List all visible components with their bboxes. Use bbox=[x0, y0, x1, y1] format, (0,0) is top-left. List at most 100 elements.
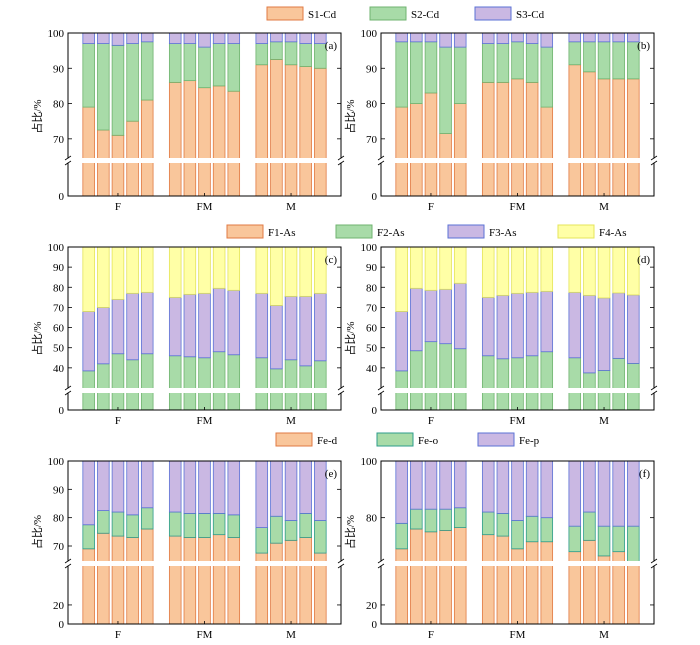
y-tick-label-0: 0 bbox=[372, 405, 378, 417]
bar-fe-o-m-1 bbox=[568, 525, 582, 553]
bar-f4-as-f-5 bbox=[453, 246, 467, 284]
bar-f3-as-m-3 bbox=[284, 295, 298, 361]
bar-s1-cd-m-4 bbox=[299, 66, 312, 197]
bar-s3-cd-f-5 bbox=[453, 32, 467, 48]
x-tick-label-f: F bbox=[428, 201, 434, 213]
bar-fe-p-m-1 bbox=[255, 460, 269, 528]
bar-fe-d-m-2 bbox=[270, 542, 283, 625]
bar-f3-as-f-1 bbox=[82, 311, 95, 372]
axis-break-mark-right bbox=[337, 385, 345, 391]
bar-s3-cd-f-4 bbox=[126, 32, 139, 44]
bar-s2-cd-fm-3 bbox=[511, 41, 524, 80]
bar-fe-d-fm-1 bbox=[481, 534, 495, 625]
y-tick-label-70: 70 bbox=[53, 302, 65, 314]
axis-break-band bbox=[379, 388, 656, 393]
bar-s2-cd-m-3 bbox=[284, 41, 298, 66]
bar-s1-cd-f-5 bbox=[453, 103, 467, 197]
y-axis-label: 占比/% bbox=[343, 99, 357, 133]
axis-break-gap-right bbox=[339, 158, 343, 163]
bar-s2-cd-fm-5 bbox=[540, 46, 554, 108]
bar-s3-cd-m-2 bbox=[270, 32, 283, 43]
panel-label: (f) bbox=[639, 468, 650, 480]
legend-swatch-s2-cd bbox=[369, 6, 407, 21]
x-tick-label-f: F bbox=[115, 629, 121, 641]
axis-break-mark-left bbox=[64, 155, 72, 161]
bar-f4-as-m-1 bbox=[568, 246, 582, 293]
x-tick-label-fm: FM bbox=[197, 629, 213, 641]
axis-break-mark-right bbox=[650, 155, 658, 161]
axis-break-mark-left bbox=[64, 160, 72, 166]
bar-fe-d-fm-3 bbox=[198, 537, 211, 625]
bar-s3-cd-m-1 bbox=[255, 32, 269, 44]
bar-s1-cd-f-4 bbox=[439, 133, 452, 197]
x-tick-label-fm: FM bbox=[510, 415, 526, 427]
bar-s1-cd-fm-2 bbox=[183, 80, 197, 197]
bar-s1-cd-m-3 bbox=[597, 78, 611, 197]
bar-s3-cd-f-1 bbox=[82, 32, 95, 44]
bar-fe-o-fm-2 bbox=[496, 513, 510, 537]
bar-fe-o-f-4 bbox=[439, 508, 452, 531]
bar-s1-cd-f-1 bbox=[395, 106, 408, 197]
legend-label-s3-cd: S3-Cd bbox=[516, 9, 545, 21]
x-tick-label-f: F bbox=[428, 415, 434, 427]
bar-s1-cd-fm-5 bbox=[540, 106, 554, 197]
bar-fe-o-f-2 bbox=[410, 508, 423, 530]
bar-fe-o-m-1 bbox=[255, 527, 269, 554]
legend-label-f2-as: F2-As bbox=[377, 227, 405, 239]
bar-f4-as-f-4 bbox=[126, 246, 139, 294]
bar-s2-cd-m-1 bbox=[568, 41, 582, 66]
y-tick-label-90: 90 bbox=[53, 262, 65, 274]
plot-frame bbox=[67, 32, 342, 197]
bar-fe-d-fm-4 bbox=[525, 541, 539, 625]
bar-f3-as-m-1 bbox=[568, 291, 582, 359]
bar-s3-cd-m-2 bbox=[583, 32, 596, 43]
bar-f4-as-fm-2 bbox=[183, 246, 197, 295]
axis-break-band bbox=[66, 158, 343, 163]
bar-fe-p-f-5 bbox=[140, 460, 154, 509]
bar-fe-p-fm-5 bbox=[540, 460, 554, 519]
bar-s1-cd-f-5 bbox=[140, 99, 154, 197]
bar-f3-as-fm-3 bbox=[511, 292, 524, 359]
legend-swatch-f4-as bbox=[557, 224, 595, 239]
bar-f3-as-f-3 bbox=[111, 298, 125, 355]
bar-fe-p-fm-1 bbox=[481, 460, 495, 513]
bar-f2-as-fm-3 bbox=[198, 357, 211, 411]
bar-fe-o-fm-4 bbox=[525, 515, 539, 543]
bar-s1-cd-m-5 bbox=[314, 67, 327, 197]
bar-f2-as-f-4 bbox=[126, 359, 139, 411]
bar-f3-as-m-1 bbox=[255, 292, 269, 359]
legend-label-f1-as: F1-As bbox=[268, 227, 296, 239]
bar-s2-cd-f-5 bbox=[140, 41, 154, 101]
axis-break-band bbox=[379, 561, 656, 566]
bar-f2-as-f-2 bbox=[410, 350, 423, 411]
bar-fe-d-fm-5 bbox=[227, 537, 241, 625]
axis-break-mark-left bbox=[377, 558, 385, 564]
bar-fe-o-fm-5 bbox=[227, 514, 241, 538]
axis-break-band bbox=[379, 158, 656, 163]
x-tick-label-f: F bbox=[428, 629, 434, 641]
axis-break-gap-left bbox=[379, 561, 383, 566]
legend-swatch-s1-cd bbox=[266, 6, 304, 21]
panel-label: (a) bbox=[325, 40, 338, 52]
bar-f4-as-m-4 bbox=[612, 246, 625, 294]
bar-fe-o-m-3 bbox=[284, 520, 298, 541]
bar-s2-cd-fm-1 bbox=[481, 43, 495, 83]
axis-break-mark-left bbox=[377, 160, 385, 166]
bar-fe-p-m-3 bbox=[284, 460, 298, 521]
x-tick-label-fm: FM bbox=[197, 415, 213, 427]
y-tick-label-0: 0 bbox=[372, 619, 378, 631]
bar-fe-p-m-3 bbox=[597, 460, 611, 527]
bar-fe-p-f-1 bbox=[82, 460, 95, 526]
bar-fe-o-fm-3 bbox=[511, 520, 524, 550]
bar-fe-p-f-5 bbox=[453, 460, 467, 509]
bar-fe-p-m-4 bbox=[299, 460, 312, 514]
bar-f3-as-f-5 bbox=[140, 291, 154, 355]
x-tick-label-f: F bbox=[115, 201, 121, 213]
y-tick-label-70: 70 bbox=[366, 302, 378, 314]
bar-s1-cd-m-1 bbox=[255, 64, 269, 197]
bar-fe-o-fm-5 bbox=[540, 517, 554, 543]
bar-f4-as-fm-3 bbox=[198, 246, 211, 294]
bar-s1-cd-m-4 bbox=[612, 78, 625, 197]
bar-s2-cd-f-2 bbox=[410, 41, 423, 104]
bar-f3-as-m-2 bbox=[270, 305, 283, 370]
